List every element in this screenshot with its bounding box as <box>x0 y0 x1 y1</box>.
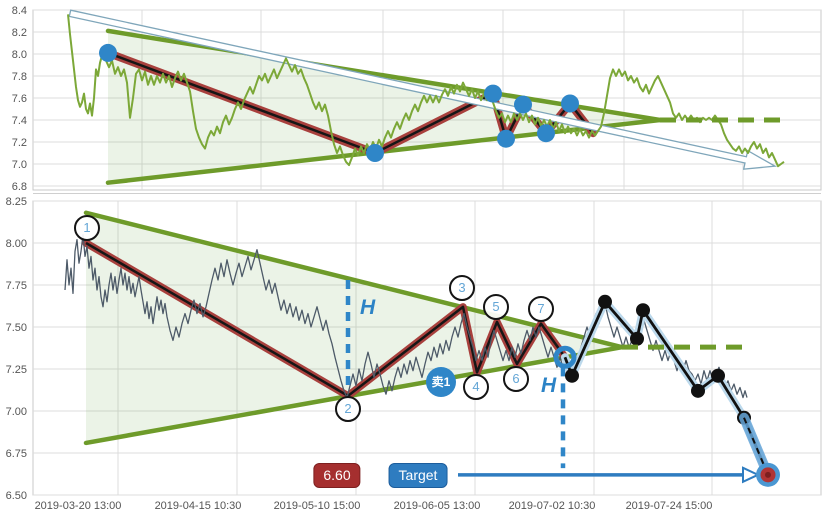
y-tick-label: 8.0 <box>12 49 27 61</box>
pivot-dot <box>99 43 117 62</box>
upper-trendline <box>83 210 625 350</box>
y-tick-label: 7.75 <box>6 280 27 292</box>
x-axis-label: 2019-07-24 15:00 <box>626 500 713 512</box>
y-tick-label: 6.50 <box>6 490 27 502</box>
pattern-zigzag-core <box>85 241 567 398</box>
y-tick-label: 7.8 <box>12 71 27 83</box>
x-axis-label: 2019-06-05 13:00 <box>394 500 481 512</box>
projection-dot <box>598 294 612 309</box>
y-tick-label: 7.2 <box>12 137 27 149</box>
pivot-dot <box>497 129 515 148</box>
x-axis-label: 2019-07-02 10:30 <box>509 500 596 512</box>
height-label: H <box>541 374 557 398</box>
wave-circle-3[interactable]: 3 <box>449 275 475 302</box>
price-line-intraday <box>64 233 748 399</box>
pivot-dot <box>537 124 555 143</box>
height-label: H <box>360 295 376 319</box>
pivot-dot <box>366 144 384 162</box>
wave-circle-7[interactable]: 7 <box>528 295 554 322</box>
y-tick-label: 8.2 <box>12 27 27 39</box>
y-tick-label: 7.00 <box>6 406 27 418</box>
y-tick-label: 6.75 <box>6 448 27 460</box>
price-line-weekly <box>67 14 785 168</box>
y-tick-label: 8.4 <box>12 5 27 17</box>
x-axis-label: 2019-03-20 13:00 <box>35 500 122 512</box>
y-tick-label: 8.00 <box>6 238 27 250</box>
wedge-fill <box>108 30 660 183</box>
target-badge[interactable]: Target <box>388 463 448 489</box>
y-tick-label: 6.8 <box>12 181 27 193</box>
top-overview-panel: 8.4 8.2 8.0 7.8 7.6 7.4 7.2 7.0 6.8 <box>12 5 822 193</box>
projection-dot <box>636 303 650 318</box>
x-axis-label: 2019-04-15 10:30 <box>155 500 242 512</box>
target-arrowhead <box>742 466 761 484</box>
y-tick-label: 7.50 <box>6 322 27 334</box>
sell-signal-marker[interactable]: 卖1 <box>426 367 456 398</box>
pivot-dot <box>484 84 502 103</box>
y-tick-label: 7.25 <box>6 364 27 376</box>
y-tick-label: 7.6 <box>12 93 27 105</box>
y-tick-label: 7.4 <box>12 115 27 127</box>
projection-dot <box>565 368 579 383</box>
wave-circle-4[interactable]: 4 <box>463 374 489 401</box>
y-tick-label: 8.25 <box>6 196 27 208</box>
pivot-dot <box>561 94 579 113</box>
projection-dot <box>630 331 644 346</box>
projection-dot <box>711 368 725 383</box>
wave-circle-2[interactable]: 2 <box>335 396 361 423</box>
projection-dot <box>691 383 705 398</box>
pivot-dot <box>514 95 532 114</box>
wave-circle-1[interactable]: 1 <box>74 214 100 241</box>
wave-circle-6[interactable]: 6 <box>503 366 529 393</box>
x-axis-label: 2019-05-10 15:00 <box>274 500 361 512</box>
y-tick-label: 7.0 <box>12 159 27 171</box>
target-price-badge[interactable]: 6.60 <box>313 463 361 489</box>
target-bullseye-center <box>765 471 771 478</box>
breakdown-ring <box>553 345 577 369</box>
bottom-detail-panel: 8.25 8.00 7.75 7.50 7.25 7.00 6.75 6.50 <box>6 196 822 502</box>
wave-circle-5[interactable]: 5 <box>483 293 509 320</box>
